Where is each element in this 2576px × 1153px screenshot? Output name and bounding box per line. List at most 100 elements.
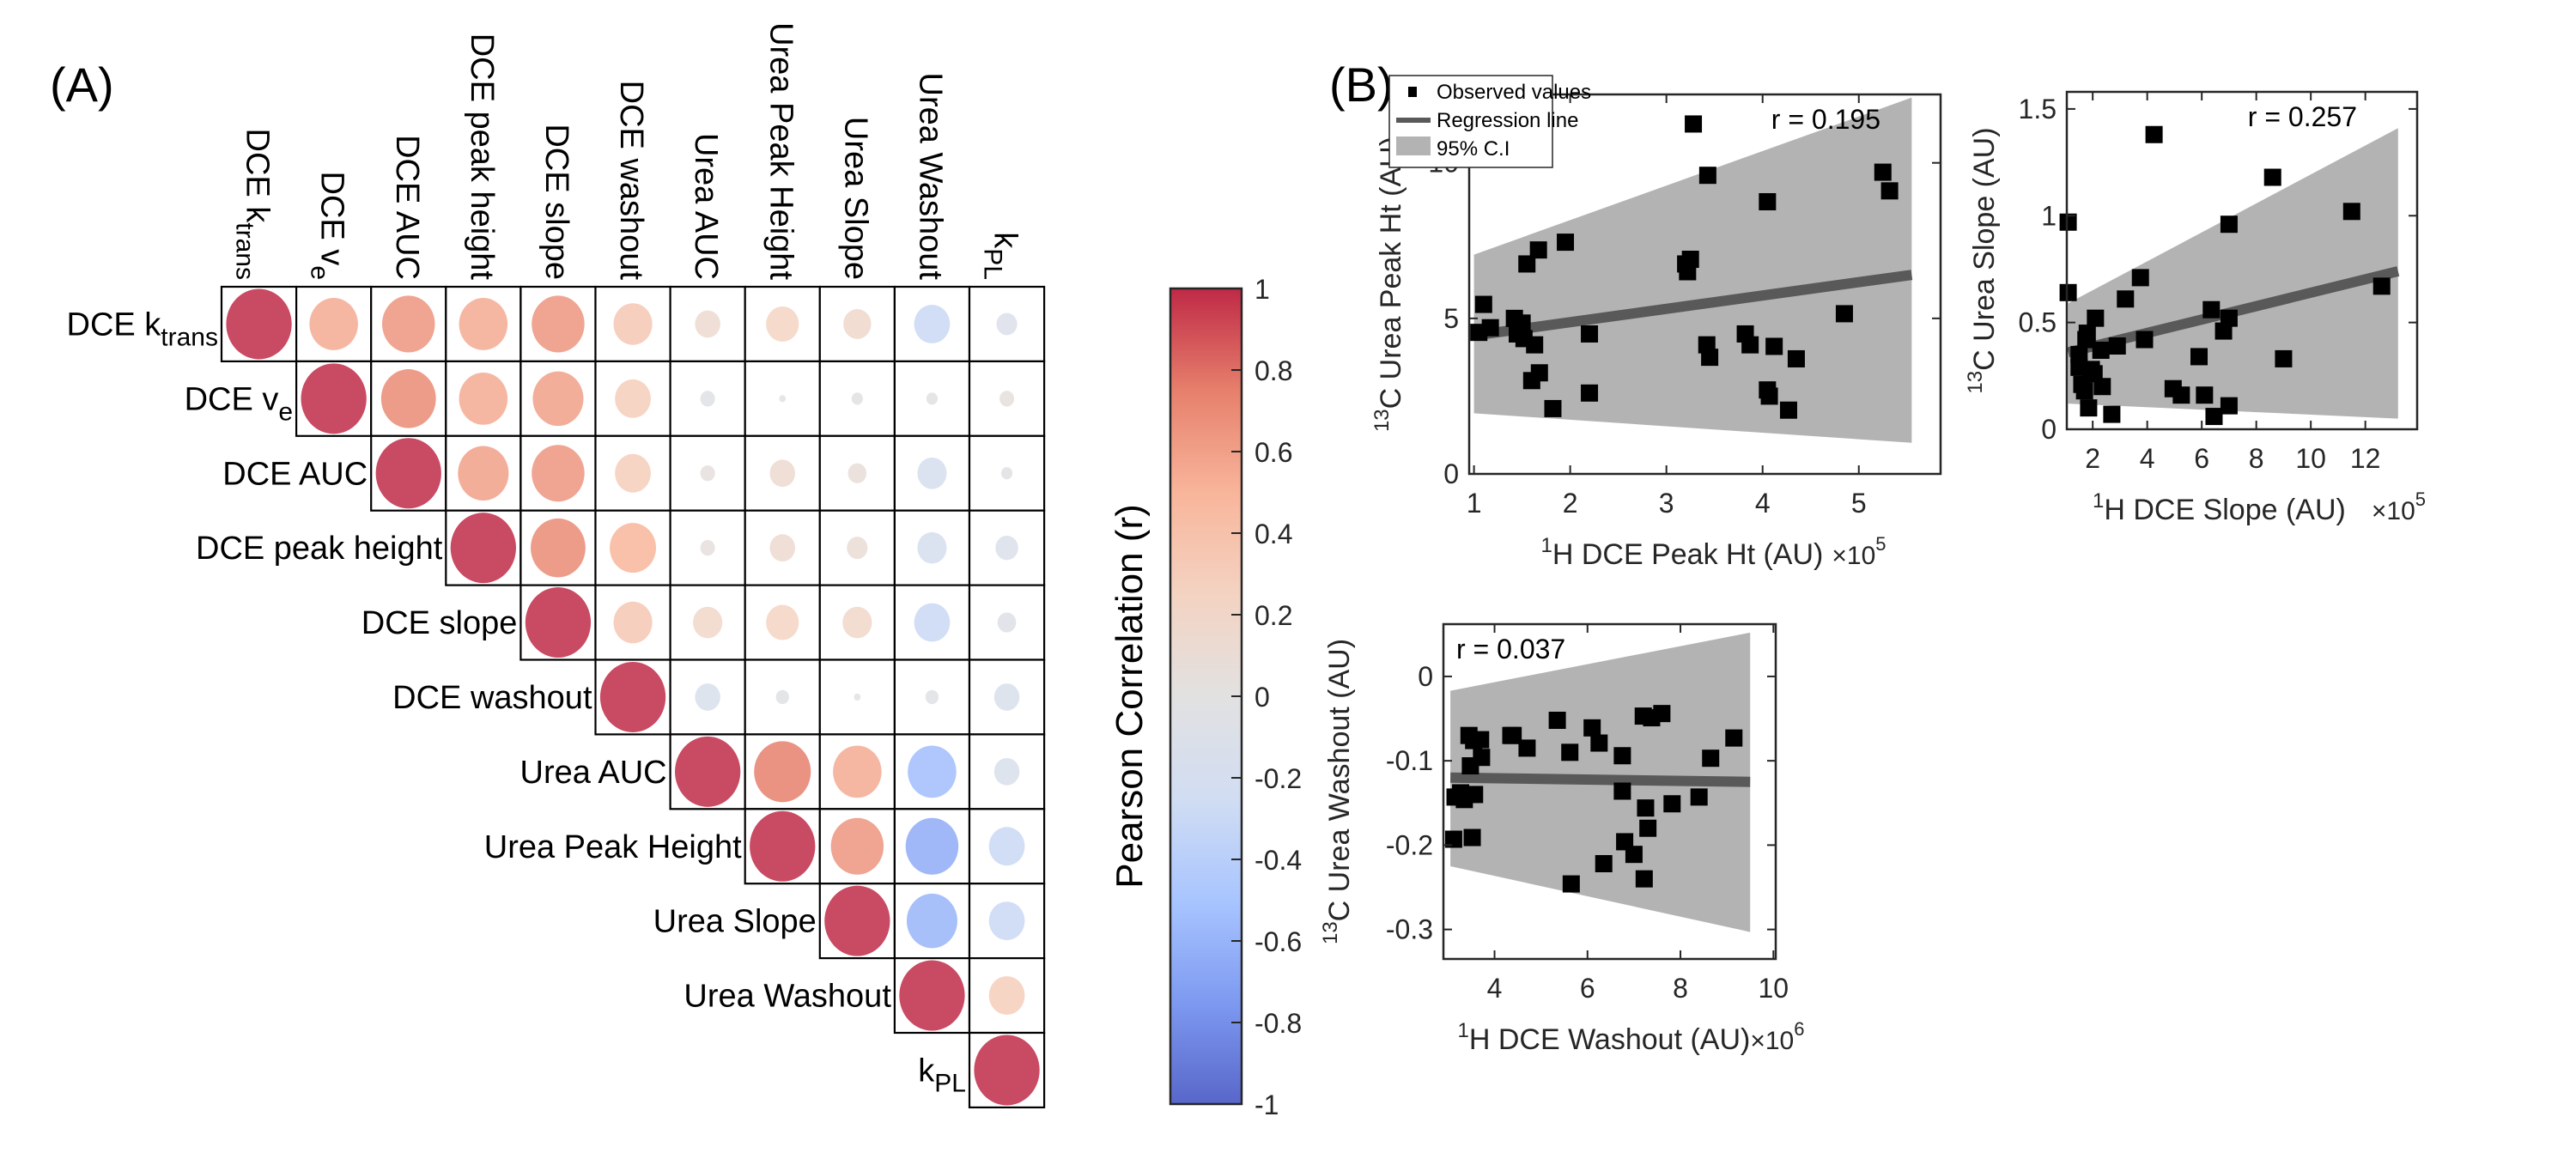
correlation-circle (769, 534, 796, 562)
correlation-circle (917, 457, 947, 489)
colorbar-tick-label: 0 (1255, 682, 1270, 713)
column-header-text: DCE peak height (464, 33, 500, 281)
colorbar-tick-label: 0.4 (1255, 519, 1292, 549)
column-header-base: Urea Slope (837, 117, 873, 280)
correlation-circle (988, 827, 1025, 866)
y-tick-label: -0.2 (1386, 829, 1433, 860)
x-tick-label: 12 (2350, 443, 2381, 474)
correlation-circle (766, 604, 799, 640)
x-tick-label: 1 (1467, 488, 1482, 519)
row-label-subscript: PL (934, 1069, 966, 1097)
colorbar-tick-label: 1 (1255, 274, 1270, 305)
data-point (2220, 397, 2238, 415)
correlation-circle (700, 391, 715, 407)
colorbar-tick-label: -0.2 (1255, 763, 1302, 794)
colorbar-ticks: 1 0.8 0.6 0.4 0.2 0 -0.2 -0.4 -0.6 -0.8 -1 (1231, 274, 1302, 1120)
x-axis-label: 1H DCE Washout (AU)×106 (1458, 1018, 1805, 1056)
row-label-base: DCE k (67, 306, 162, 343)
x-tick-label: 5 (1851, 488, 1867, 519)
correlation-annotation: r = 0.195 (1771, 104, 1880, 135)
axes-frame (1467, 93, 1942, 476)
correlation-circle (993, 683, 1020, 711)
column-header-base: DCE v (314, 172, 350, 266)
correlation-circle (843, 309, 872, 339)
y-axis-label: 13C Urea Washout (AU) (1319, 639, 1356, 944)
data-point (1759, 192, 1777, 210)
data-point (2220, 215, 2238, 234)
data-point (1518, 739, 1536, 757)
column-header-base: Urea AUC (688, 133, 724, 280)
column-header: DCE AUC (389, 135, 425, 280)
data-point (1702, 749, 1720, 768)
data-point (1562, 875, 1580, 893)
column-header: Urea AUC (688, 133, 724, 280)
column-header-base: DCE AUC (389, 135, 425, 280)
column-header-text: DCE ktrans (231, 129, 276, 281)
column-header-text: DCE AUC (389, 135, 425, 280)
data-point (2136, 331, 2154, 349)
x-axis-label-superscript: 1 (2093, 489, 2104, 513)
data-point (1787, 349, 1805, 367)
correlation-annotation: r = 0.037 (1456, 634, 1565, 664)
column-header-text: Urea Peak Height (762, 22, 799, 280)
colorbar-tick-label: -0.8 (1255, 1008, 1302, 1039)
x-axis-label-text: H DCE Peak Ht (AU) (1552, 538, 1824, 571)
legend-entry-label: Regression line (1437, 109, 1578, 132)
correlation-circle (848, 463, 867, 483)
data-point (1698, 167, 1716, 185)
correlation-circle (613, 601, 653, 644)
column-header-text: Urea Washout (912, 73, 948, 281)
data-point (2372, 277, 2391, 295)
data-point (1637, 799, 1655, 817)
x-axis-multiplier: ×10 (1750, 1027, 1794, 1055)
row-label-base: DCE washout (392, 680, 592, 716)
data-point (2092, 341, 2110, 359)
correlation-circle (997, 612, 1017, 633)
correlation-circle (993, 757, 1020, 786)
data-point (2202, 300, 2221, 319)
x-tick-label: 2 (2085, 443, 2100, 474)
correlation-circle (700, 465, 715, 482)
correlation-circle (309, 298, 358, 350)
y-axis-label-superscript: 13 (1370, 409, 1394, 432)
data-point (1653, 705, 1671, 723)
correlation-circle (925, 689, 939, 705)
data-point (1635, 870, 1653, 888)
row-label: DCE slope (361, 605, 518, 641)
column-header-subscript: e (306, 265, 334, 280)
column-header: DCE peak height (464, 33, 500, 281)
column-header-text: DCE ve (306, 172, 350, 280)
colorbar-label: Pearson Correlation (r) (1109, 504, 1151, 889)
x-tick-label: 10 (1758, 973, 1789, 1004)
column-header-base: DCE slope (538, 124, 574, 280)
column-header-subscript: PL (979, 248, 1007, 280)
data-point (2087, 309, 2105, 327)
data-point (2196, 386, 2214, 404)
data-point (1880, 182, 1899, 200)
correlation-circle (926, 392, 939, 405)
data-point (2220, 309, 2238, 327)
correlation-circle (988, 976, 1025, 1016)
correlation-circle (458, 446, 509, 501)
x-tick-label: 3 (1659, 488, 1674, 519)
column-header: Urea Peak Height (762, 22, 799, 280)
correlation-circle (974, 1035, 1040, 1106)
x-tick-label: 2 (1563, 488, 1578, 519)
data-point (2342, 203, 2360, 221)
y-tick-label: 0 (1418, 661, 1433, 692)
correlation-circle (610, 523, 657, 573)
data-point (1481, 319, 1499, 337)
x-axis-exponent: 6 (1794, 1018, 1804, 1040)
row-label-base: DCE AUC (222, 456, 368, 492)
y-tick-label: 0 (1443, 458, 1459, 489)
correlation-circle (599, 661, 666, 732)
column-header-text: DCE washout (613, 81, 649, 281)
colorbar-tick-label: -1 (1255, 1089, 1279, 1120)
data-point (1679, 263, 1697, 281)
data-point (1595, 854, 1613, 872)
data-point (2078, 325, 2096, 343)
x-tick-label: 4 (1487, 973, 1503, 1004)
correlation-circle (988, 901, 1025, 941)
